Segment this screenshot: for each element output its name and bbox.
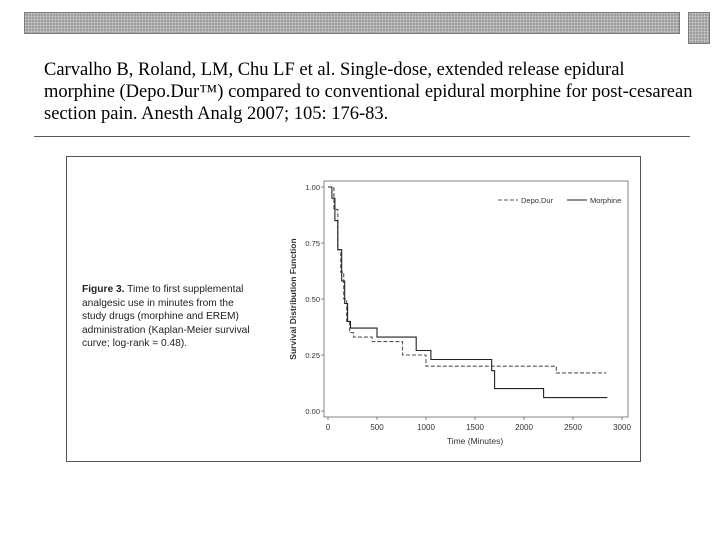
y-tick-label: 0.75: [305, 239, 320, 248]
chart-axes: 0 500 1000 1500 2000 2500 3000 0.00 0.25 0.50 0.75…: [305, 180, 631, 432]
x-axis-label: Time (Minutes): [447, 436, 504, 446]
y-tick-label: 0.00: [305, 407, 320, 416]
x-tick-label: 0: [326, 423, 331, 432]
x-tick-label: 3000: [613, 423, 631, 432]
y-tick-label: 0.25: [305, 351, 320, 360]
divider-line: [34, 136, 690, 137]
x-tick-label: 1500: [466, 423, 484, 432]
y-tick-label: 0.50: [305, 295, 320, 304]
chart-legend: Depo.Dur Morphine: [498, 196, 621, 205]
figure-caption: Figure 3. Time to first supplemental ana…: [82, 283, 258, 351]
series-line-depo-dur: [328, 186, 607, 374]
figure-caption-text: Time to first supplemental analgesic use…: [82, 284, 250, 350]
legend-label: Morphine: [590, 196, 621, 205]
citation-text: Carvalho B, Roland, LM, Chu LF et al. Si…: [44, 60, 693, 124]
title-bar-decoration: [24, 12, 680, 34]
y-axis-label: Survival Distribution Function: [288, 238, 298, 359]
x-tick-label: 2500: [564, 423, 582, 432]
x-tick-label: 1000: [417, 423, 435, 432]
chart-series: [328, 186, 608, 399]
figure-caption-label: Figure 3.: [82, 284, 125, 295]
figure-frame: [66, 156, 641, 462]
x-tick-label: 2000: [515, 423, 533, 432]
x-tick-label: 500: [370, 423, 384, 432]
y-tick-label: 1.00: [305, 183, 320, 192]
legend-label: Depo.Dur: [521, 196, 554, 205]
corner-box-decoration: [688, 12, 710, 44]
plot-area-border: [323, 180, 629, 418]
series-line-morphine: [328, 186, 608, 399]
